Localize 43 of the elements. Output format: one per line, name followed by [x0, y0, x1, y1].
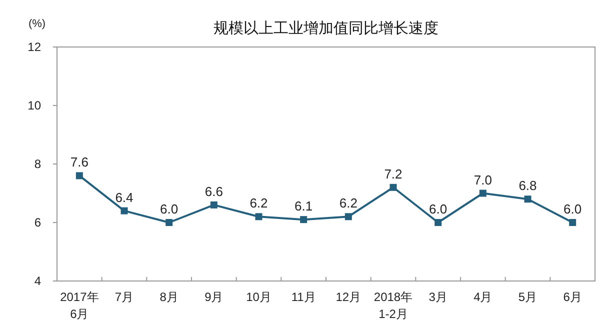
x-tick-label: 3月 [428, 290, 448, 304]
x-tick-label: 7月 [114, 290, 134, 304]
point [390, 184, 397, 191]
point [120, 207, 128, 214]
data-label: 6.2 [339, 196, 358, 211]
x-tick-label: 11月 [291, 290, 316, 304]
point [166, 219, 173, 226]
point [524, 196, 532, 203]
x-tick-label: 6月 [563, 290, 582, 304]
x-tick-label: 10月 [246, 290, 272, 304]
y-tick-label: 10 [28, 98, 42, 113]
data-label: 6.2 [250, 196, 268, 211]
x-tick-label: 8月 [160, 290, 178, 304]
point [434, 219, 442, 226]
x-tick-label: 2018年 1-2月 [374, 290, 413, 321]
data-label: 7.0 [474, 172, 492, 188]
data-label: 6.1 [294, 198, 313, 214]
data-label: 7.2 [384, 166, 402, 182]
chart-title: 规模以上工业增加值同比增长速度 [214, 20, 438, 37]
data-label: 6.0 [564, 202, 582, 216]
x-tick-label: 4月 [474, 290, 492, 304]
y-tick-label: 12 [28, 40, 42, 54]
point [479, 190, 486, 197]
point [300, 216, 308, 224]
y-tick-label: 8 [34, 157, 42, 172]
data-label: 6.4 [115, 190, 134, 205]
x-tick-label: 9月 [204, 290, 224, 304]
y-tick-label: 6 [34, 216, 42, 230]
x-tick-label: 5月 [518, 290, 538, 304]
x-tick-label: 2017年 6月 [60, 290, 99, 321]
point [569, 219, 576, 226]
point [76, 172, 83, 180]
y-axis-title: (%) [28, 18, 46, 30]
y-tick-label: 4 [34, 274, 42, 288]
data-label: 6.0 [429, 202, 448, 216]
data-label: 6.6 [204, 184, 223, 199]
point [255, 213, 262, 220]
data-label: 6.0 [160, 202, 178, 216]
x-tick-label: 12月 [336, 290, 362, 304]
point [210, 201, 218, 208]
data-label: 6.8 [518, 178, 537, 194]
point [344, 213, 352, 220]
data-label: 7.6 [70, 154, 88, 170]
